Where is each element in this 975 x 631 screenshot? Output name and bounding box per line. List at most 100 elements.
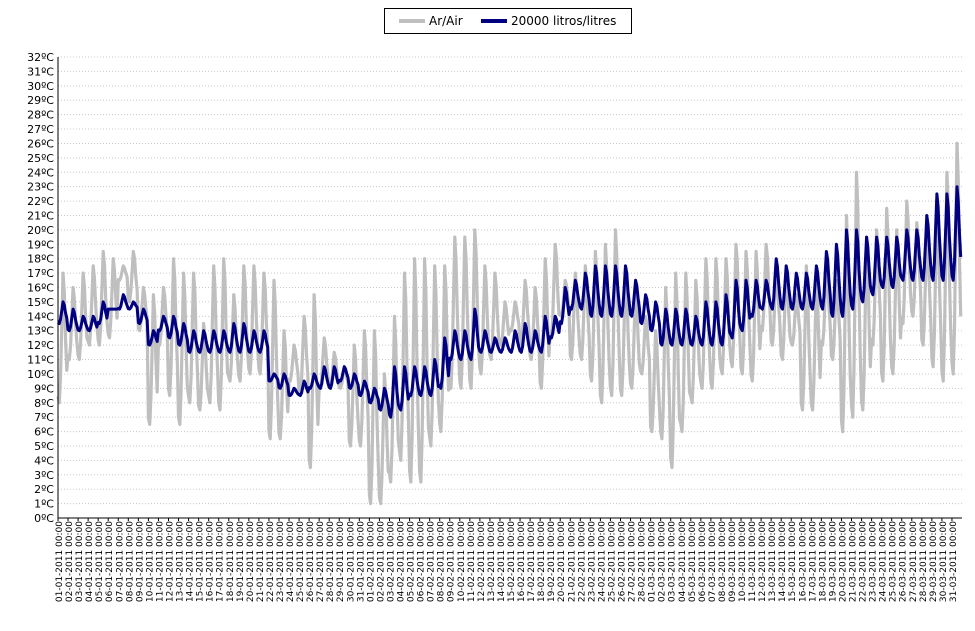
x-tick-label-51: 21-02-2011 00:00: [567, 521, 577, 602]
x-tick-label-62: 04-03-2011 00:00: [678, 521, 688, 602]
y-tick-label-12: 12ºC: [27, 339, 54, 352]
y-tick-label-16: 16ºC: [27, 282, 54, 295]
x-tick-label-61: 03-03-2011 00:00: [668, 521, 678, 602]
x-tick-label-2: 03-01-2011 00:00: [75, 521, 85, 602]
x-tick-label-30: 31-01-2011 00:00: [356, 521, 366, 602]
x-tick-label-54: 24-02-2011 00:00: [597, 521, 607, 602]
x-tick-label-20: 21-01-2011 00:00: [256, 521, 266, 602]
y-tick-label-13: 13ºC: [27, 325, 54, 338]
x-tick-label-15: 16-01-2011 00:00: [206, 521, 216, 602]
y-tick-label-4: 4ºC: [34, 454, 54, 467]
x-tick-label-43: 13-02-2011 00:00: [487, 521, 497, 602]
x-tick-label-5: 06-01-2011 00:00: [105, 521, 115, 602]
x-tick-label-82: 24-03-2011 00:00: [879, 521, 889, 602]
x-tick-label-18: 19-01-2011 00:00: [236, 521, 246, 602]
x-tick-label-17: 18-01-2011 00:00: [226, 521, 236, 602]
series-line-tank: [57, 185, 963, 419]
x-tick-label-81: 23-03-2011 00:00: [869, 521, 879, 602]
y-tick-label-15: 15ºC: [27, 296, 54, 309]
x-tick-label-8: 09-01-2011 00:00: [135, 521, 145, 602]
x-tick-label-3: 04-01-2011 00:00: [85, 521, 95, 602]
x-tick-label-12: 13-01-2011 00:00: [176, 521, 186, 602]
x-tick-label-84: 26-03-2011 00:00: [899, 521, 909, 602]
y-tick-label-6: 6ºC: [34, 426, 54, 439]
y-tick-label-29: 29ºC: [27, 94, 54, 107]
x-tick-labels: 01-01-2011 00:00 02-01-2011 00:00 03-01-20…: [55, 521, 959, 602]
y-tick-label-25: 25ºC: [27, 152, 54, 165]
y-tick-label-18: 18ºC: [27, 253, 54, 266]
y-tick-label-3: 3ºC: [34, 469, 54, 482]
x-tick-label-74: 16-03-2011 00:00: [798, 521, 808, 602]
x-tick-label-75: 17-03-2011 00:00: [808, 521, 818, 602]
x-tick-label-58: 28-02-2011 00:00: [638, 521, 648, 602]
y-tick-label-26: 26ºC: [27, 137, 54, 150]
y-tick-label-14: 14ºC: [27, 310, 54, 323]
y-tick-label-7: 7ºC: [34, 411, 54, 424]
x-tick-label-13: 14-01-2011 00:00: [186, 521, 196, 602]
x-tick-label-66: 08-03-2011 00:00: [718, 521, 728, 602]
x-tick-label-38: 08-02-2011 00:00: [437, 521, 447, 602]
y-tick-label-31: 31ºC: [27, 65, 54, 78]
x-tick-label-27: 28-01-2011 00:00: [326, 521, 336, 602]
y-tick-label-1: 1ºC: [34, 498, 54, 511]
legend-swatch-air: [399, 19, 425, 23]
x-tick-label-71: 13-03-2011 00:00: [768, 521, 778, 602]
x-tick-label-83: 25-03-2011 00:00: [889, 521, 899, 602]
y-tick-label-19: 19ºC: [27, 238, 54, 251]
x-tick-label-34: 04-02-2011 00:00: [397, 521, 407, 602]
y-tick-label-24: 24ºC: [27, 166, 54, 179]
x-tick-label-26: 27-01-2011 00:00: [316, 521, 326, 602]
x-tick-label-29: 30-01-2011 00:00: [346, 521, 356, 602]
x-tick-label-28: 29-01-2011 00:00: [336, 521, 346, 602]
x-tick-label-33: 03-02-2011 00:00: [386, 521, 396, 602]
x-tick-label-7: 08-01-2011 00:00: [125, 521, 135, 602]
x-tick-label-76: 18-03-2011 00:00: [818, 521, 828, 602]
x-tick-label-53: 23-02-2011 00:00: [587, 521, 597, 602]
x-tick-label-56: 26-02-2011 00:00: [617, 521, 627, 602]
x-tick-label-16: 17-01-2011 00:00: [216, 521, 226, 602]
x-tick-label-45: 15-02-2011 00:00: [507, 521, 517, 602]
x-tick-label-22: 23-01-2011 00:00: [276, 521, 286, 602]
x-tick-label-64: 06-03-2011 00:00: [698, 521, 708, 602]
y-tick-label-5: 5ºC: [34, 440, 54, 453]
y-tick-label-30: 30ºC: [27, 80, 54, 93]
x-tick-label-79: 21-03-2011 00:00: [849, 521, 859, 602]
x-tick-label-41: 11-02-2011 00:00: [467, 521, 477, 602]
x-tick-label-63: 05-03-2011 00:00: [688, 521, 698, 602]
x-tick-label-57: 27-02-2011 00:00: [628, 521, 638, 602]
x-tick-label-69: 11-03-2011 00:00: [748, 521, 758, 602]
x-tick-label-47: 17-02-2011 00:00: [527, 521, 537, 602]
x-tick-label-55: 25-02-2011 00:00: [607, 521, 617, 602]
x-tick-label-23: 24-01-2011 00:00: [286, 521, 296, 602]
x-tick-label-42: 12-02-2011 00:00: [477, 521, 487, 602]
x-tick-label-86: 28-03-2011 00:00: [919, 521, 929, 602]
x-tick-label-68: 10-03-2011 00:00: [738, 521, 748, 602]
x-tick-label-24: 25-01-2011 00:00: [296, 521, 306, 602]
x-tick-label-25: 26-01-2011 00:00: [306, 521, 316, 602]
y-tick-label-23: 23ºC: [27, 181, 54, 194]
x-tick-label-6: 07-01-2011 00:00: [115, 521, 125, 602]
y-tick-label-28: 28ºC: [27, 109, 54, 122]
legend-label-tank: 20000 litros/litres: [511, 14, 617, 28]
y-tick-label-2: 2ºC: [34, 483, 54, 496]
x-tick-label-87: 29-03-2011 00:00: [929, 521, 939, 602]
x-tick-label-36: 06-02-2011 00:00: [417, 521, 427, 602]
x-tick-label-32: 02-02-2011 00:00: [376, 521, 386, 602]
y-tick-label-8: 8ºC: [34, 397, 54, 410]
x-tick-label-78: 20-03-2011 00:00: [838, 521, 848, 602]
x-tick-label-50: 20-02-2011 00:00: [557, 521, 567, 602]
x-tick-label-48: 18-02-2011 00:00: [537, 521, 547, 602]
x-tick-label-67: 09-03-2011 00:00: [728, 521, 738, 602]
x-tick-label-1: 02-01-2011 00:00: [65, 521, 75, 602]
x-tick-label-39: 09-02-2011 00:00: [447, 521, 457, 602]
x-tick-label-89: 31-03-2011 00:00: [949, 521, 959, 602]
y-tick-label-22: 22ºC: [27, 195, 54, 208]
x-tick-label-52: 22-02-2011 00:00: [577, 521, 587, 602]
x-tick-label-80: 22-03-2011 00:00: [859, 521, 869, 602]
x-tick-label-88: 30-03-2011 00:00: [939, 521, 949, 602]
y-tick-label-21: 21ºC: [27, 209, 54, 222]
x-tick-label-72: 14-03-2011 00:00: [778, 521, 788, 602]
x-tick-label-59: 01-03-2011 00:00: [648, 521, 658, 602]
y-tick-label-11: 11ºC: [27, 354, 54, 367]
